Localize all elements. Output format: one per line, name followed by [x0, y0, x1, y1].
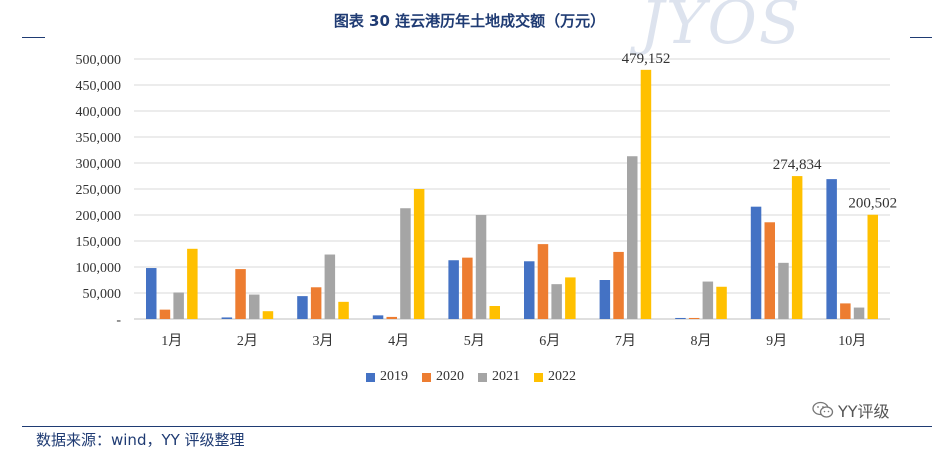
legend-label-2019: 2019 [380, 369, 408, 384]
legend-label-2021: 2021 [492, 369, 520, 384]
legend: 2019 2020 2021 2022 [366, 369, 576, 385]
bar-2021 [551, 284, 562, 319]
y-tick-label: - [116, 313, 121, 328]
bar-2021 [249, 294, 260, 319]
legend-label-2020: 2020 [436, 369, 464, 384]
bar-2021 [324, 254, 336, 319]
y-tick-label: 50,000 [83, 287, 122, 302]
bar-2020 [159, 309, 171, 319]
bar-2022 [565, 277, 576, 319]
legend-swatch-2021 [478, 372, 487, 382]
bar-2020 [386, 316, 397, 319]
legend-swatch-2020 [422, 372, 431, 382]
legend-swatch-2022 [534, 372, 543, 382]
bar-2022 [413, 189, 425, 319]
bar-2021 [702, 281, 714, 319]
brand-text: YY评级 [838, 402, 890, 421]
bar-2022 [716, 286, 727, 319]
bar-2019 [826, 179, 837, 319]
data-label: 200,502 [848, 196, 897, 212]
data-label: 274,834 [773, 157, 822, 173]
bar-2019 [675, 317, 686, 319]
y-tick-label: 350,000 [76, 131, 122, 146]
x-tick-label: 8月 [691, 333, 712, 349]
x-tick-label: 4月 [388, 333, 409, 349]
bar-2019 [372, 315, 384, 319]
bar-2019 [599, 280, 611, 319]
bar-2021 [627, 156, 638, 319]
bar-2021 [173, 292, 184, 319]
x-tick-label: 1月 [161, 333, 182, 349]
brand-mark: YY评级 [812, 398, 890, 422]
bar-2021 [475, 215, 487, 319]
bar-2021 [778, 262, 789, 319]
legend-swatch-2019 [366, 372, 375, 382]
x-tick-label: 6月 [539, 333, 560, 349]
x-tick-label: 9月 [766, 333, 787, 349]
x-tick-label: 5月 [464, 333, 485, 349]
bar-2021 [400, 208, 411, 319]
bar-2020 [613, 251, 624, 319]
bar-2020 [462, 257, 473, 319]
chart-title: 图表 30 连云港历年土地成交额（万元） [333, 12, 606, 30]
y-tick-label: 450,000 [76, 79, 122, 94]
bar-2022 [489, 306, 500, 319]
footer-rule [22, 426, 932, 427]
bar-2019 [750, 206, 762, 319]
bar-2022 [640, 69, 652, 319]
x-tick-label: 2月 [237, 333, 258, 349]
y-tick-label: 200,000 [76, 209, 122, 224]
y-tick-label: 400,000 [76, 105, 122, 120]
bar-2022 [791, 176, 803, 319]
legend-item-2022: 2022 [534, 369, 576, 385]
data-label: 479,152 [622, 51, 671, 67]
legend-item-2021: 2021 [478, 369, 520, 385]
bar-2022 [262, 311, 274, 319]
bar-2019 [221, 317, 233, 319]
y-tick-label: 300,000 [76, 157, 122, 172]
title-rule-right [910, 37, 932, 38]
y-tick-label: 250,000 [76, 183, 122, 198]
bar-2021 [853, 307, 865, 319]
bar-2020 [537, 244, 549, 319]
watermark: JYOS [640, 0, 802, 58]
legend-label-2022: 2022 [548, 369, 576, 384]
bar-2022 [187, 248, 198, 319]
y-tick-label: 500,000 [76, 53, 122, 68]
bar-2019 [448, 260, 459, 319]
bar-2022 [338, 301, 349, 319]
bar-2022 [867, 214, 878, 319]
bar-2020 [764, 222, 775, 319]
title-rule-left [22, 37, 45, 38]
x-tick-label: 10月 [838, 333, 866, 349]
legend-item-2020: 2020 [422, 369, 464, 385]
bar-2020 [235, 269, 246, 319]
x-tick-label: 7月 [615, 333, 636, 349]
bar-2019 [524, 261, 535, 319]
bar-2019 [146, 268, 157, 319]
bar-2019 [297, 296, 308, 319]
wechat-icon [812, 401, 834, 418]
y-tick-label: 100,000 [76, 261, 122, 276]
y-tick-label: 150,000 [76, 235, 122, 250]
source-note: 数据来源：wind，YY 评级整理 [36, 431, 245, 449]
bar-2020 [310, 287, 322, 319]
x-tick-label: 3月 [313, 333, 334, 349]
bar-2020 [688, 317, 700, 319]
legend-item-2019: 2019 [366, 369, 408, 385]
bar-2020 [840, 303, 851, 319]
